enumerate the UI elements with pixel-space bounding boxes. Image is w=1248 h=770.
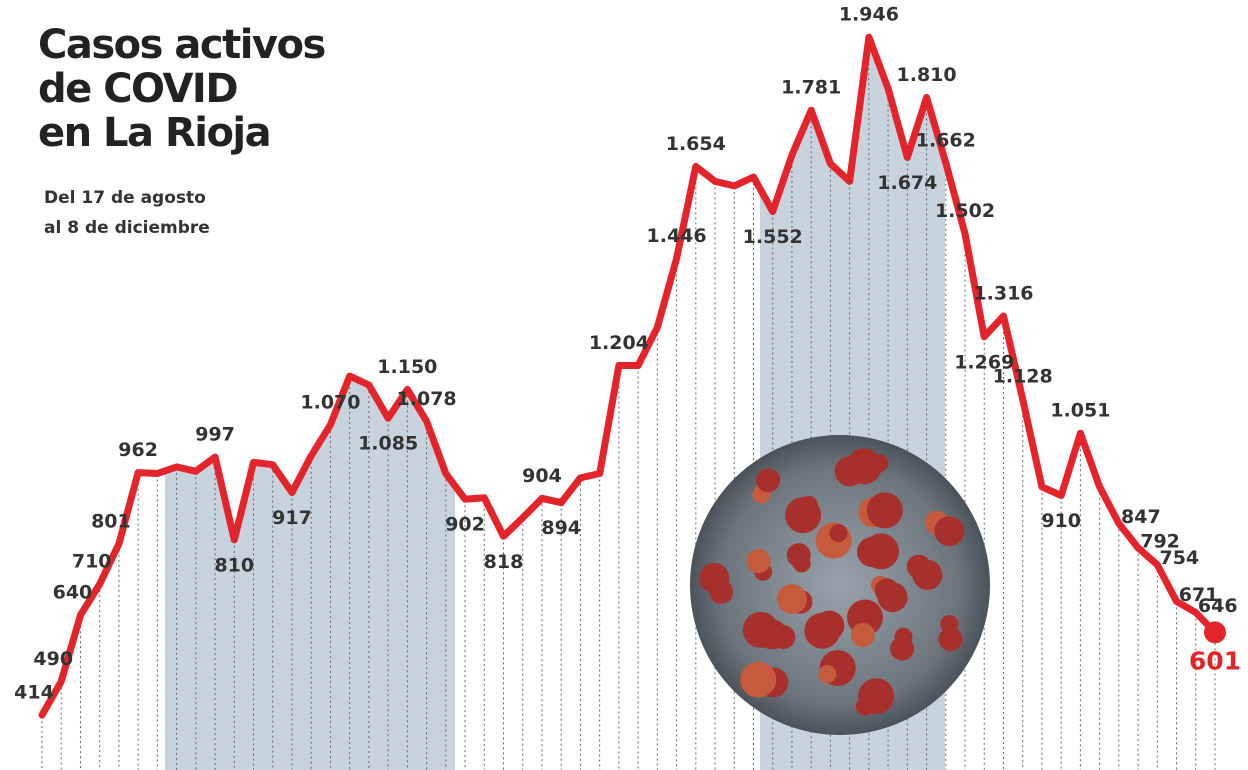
data-label: 810 [214,554,254,576]
spike [777,584,807,615]
data-label: 1.810 [897,64,957,86]
data-label: 917 [272,507,312,529]
spike [799,495,818,514]
data-label: 646 [1198,595,1238,617]
data-label: 847 [1121,506,1161,528]
title-line: en La Rioja [38,110,270,156]
data-label: 1.269 [954,351,1014,373]
series-line [38,33,1219,719]
spike [855,697,874,716]
data-label: 792 [1140,530,1180,552]
spike [938,627,963,652]
data-label: 754 [1159,547,1199,569]
title-line: Casos activos [38,22,325,68]
data-label: 904 [522,465,562,487]
spike [863,533,899,570]
data-label: 671 [1179,584,1219,606]
data-label: 1.078 [397,388,457,410]
data-label: 1.654 [666,133,726,155]
data-label: 801 [91,510,131,532]
subtitle-line: Del 17 de agosto [44,188,206,208]
label-layer: 414 490 640 710 801 962 997 810 917 1.070 1.085 1.1… [14,4,1241,704]
spike [912,559,943,590]
spike [890,636,915,661]
data-label: 1.051 [1050,400,1110,422]
data-label: 1.446 [647,225,707,247]
data-label: 902 [445,514,485,536]
spike [877,582,908,613]
data-label: 962 [118,439,158,461]
spike [740,661,777,698]
spike [850,623,875,647]
spike [818,665,837,684]
end-dot [1204,621,1226,644]
data-label: 1.128 [993,366,1053,388]
data-label: 601 [1189,646,1241,675]
spike [804,612,841,649]
data-label: 1.070 [300,391,360,413]
spike [746,549,771,574]
data-label: 1.946 [839,4,899,26]
data-label: 490 [33,648,73,670]
series-layer [38,33,1226,719]
spike [786,543,811,568]
data-label: 894 [541,517,581,539]
spike [742,611,779,648]
spike [934,516,965,547]
data-label: 818 [484,551,524,573]
data-label: 1.204 [589,332,649,354]
data-label: 1.674 [877,172,937,194]
data-label: 1.552 [743,226,803,248]
virus-illustration [690,435,990,735]
virus-spikes [699,448,965,716]
data-label: 1.781 [781,77,841,99]
title-line: de COVID [38,66,237,112]
data-label: 1.085 [358,433,418,455]
data-label: 640 [53,582,93,604]
spike [866,492,903,529]
spike [756,468,781,493]
data-label: 710 [72,551,112,573]
data-label: 414 [14,682,54,704]
data-label: 1.150 [377,356,437,378]
subtitle-line: al 8 de diciembre [44,218,210,238]
virus-body [690,435,990,735]
spike [870,454,889,473]
data-label: 1.316 [973,282,1033,304]
data-label: 1.662 [916,129,976,151]
data-label: 1.502 [935,200,995,222]
data-label: 910 [1041,510,1081,532]
spike [699,563,730,593]
spike [829,524,848,542]
data-label: 997 [195,424,235,446]
